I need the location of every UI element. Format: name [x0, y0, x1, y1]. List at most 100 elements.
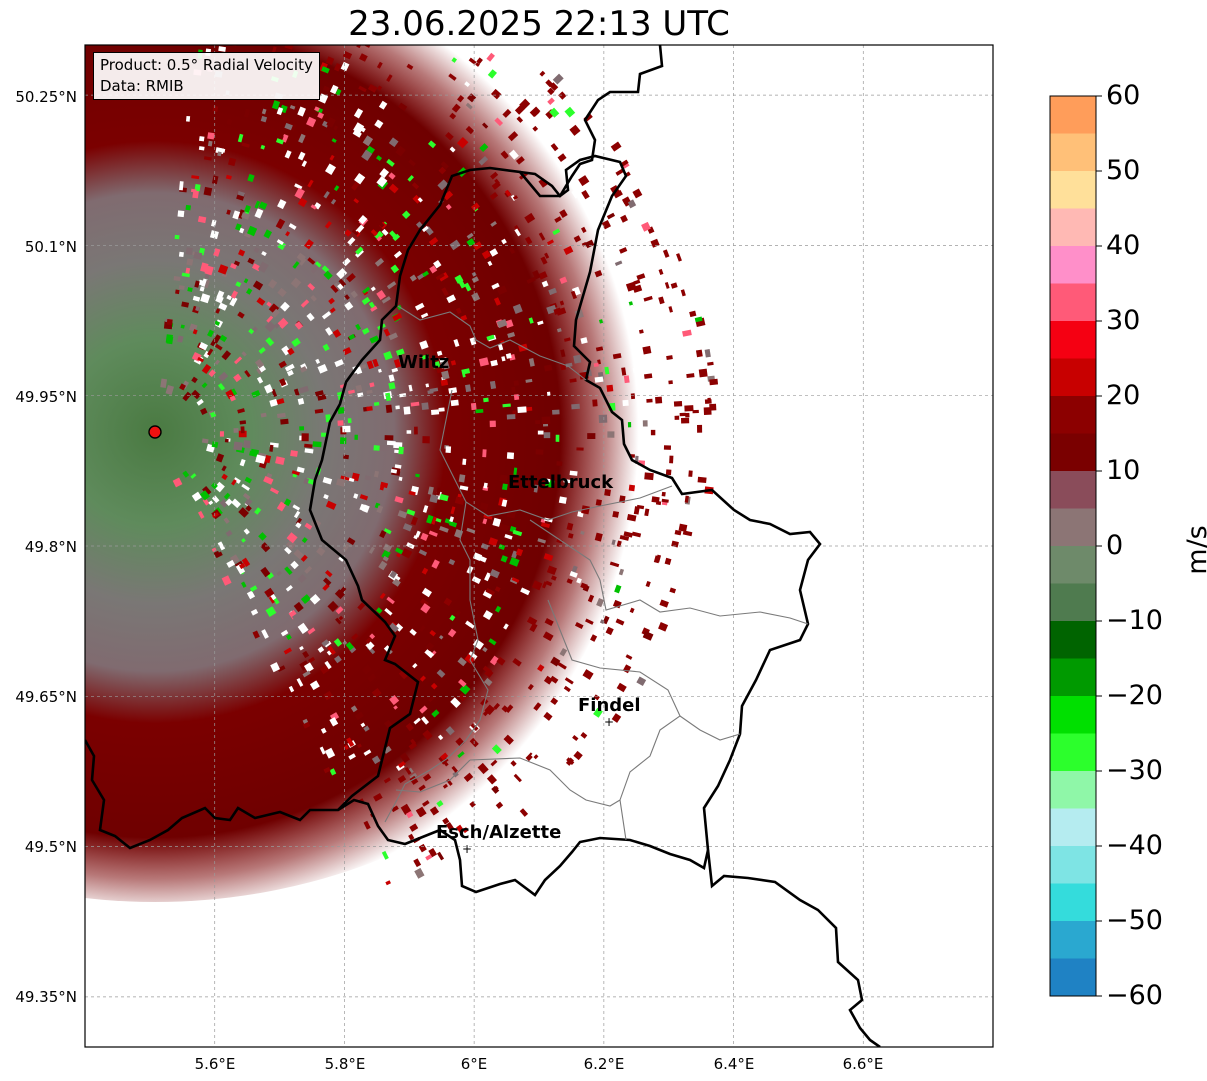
velocity-speckle [413, 858, 422, 868]
velocity-speckle [201, 382, 208, 389]
velocity-speckle [392, 312, 403, 322]
velocity-speckle [337, 420, 344, 426]
velocity-speckle [320, 727, 327, 734]
velocity-speckle [569, 570, 578, 578]
velocity-speckle [226, 559, 236, 568]
velocity-speckle [581, 505, 590, 515]
velocity-speckle [524, 212, 536, 224]
velocity-speckle [261, 108, 267, 115]
velocity-speckle [201, 363, 212, 375]
velocity-speckle [625, 654, 633, 660]
velocity-speckle [301, 160, 308, 168]
velocity-speckle [355, 384, 363, 393]
velocity-speckle [321, 120, 329, 128]
colorbar-tick-label: 30 [1106, 305, 1141, 336]
velocity-speckle [456, 136, 469, 149]
velocity-speckle [409, 775, 419, 785]
velocity-speckle [197, 510, 205, 519]
velocity-speckle [388, 382, 396, 390]
velocity-speckle [226, 294, 232, 301]
velocity-speckle [371, 755, 381, 765]
velocity-speckle [425, 854, 433, 861]
velocity-speckle [208, 369, 216, 378]
velocity-speckle [207, 329, 215, 338]
velocity-speckle [482, 590, 493, 599]
velocity-speckle [322, 85, 330, 93]
velocity-speckle [264, 454, 272, 464]
velocity-speckle [264, 384, 274, 394]
velocity-speckle [517, 406, 527, 413]
velocity-speckle [443, 597, 453, 607]
velocity-speckle [193, 251, 203, 260]
velocity-speckle [573, 235, 582, 243]
velocity-speckle [482, 518, 488, 525]
velocity-speckle [482, 646, 488, 653]
velocity-speckle [385, 880, 391, 886]
velocity-speckle [550, 697, 559, 706]
velocity-speckle [276, 107, 284, 116]
velocity-speckle [202, 498, 210, 506]
velocity-speckle [513, 773, 522, 783]
velocity-speckle [304, 443, 313, 448]
velocity-speckle [386, 74, 393, 82]
city-label-wiltz: Wiltz [398, 352, 449, 373]
velocity-speckle [329, 154, 335, 161]
velocity-speckle [504, 533, 513, 540]
velocity-speckle [315, 358, 321, 364]
city-label-ettelbruck: Ettelbruck [508, 472, 614, 493]
velocity-speckle [606, 212, 616, 220]
velocity-speckle [353, 198, 360, 204]
velocity-speckle [285, 585, 293, 592]
velocity-speckle [512, 303, 523, 314]
velocity-speckle [249, 585, 258, 592]
velocity-speckle [422, 436, 430, 444]
velocity-speckle [425, 540, 435, 551]
lat-tick-label: 49.95°N [15, 388, 77, 406]
velocity-speckle [325, 327, 333, 336]
colorbar-tick-label: 40 [1106, 230, 1141, 261]
velocity-speckle [312, 441, 322, 448]
velocity-speckle [342, 257, 351, 267]
velocity-speckle [567, 533, 574, 539]
velocity-speckle [362, 504, 370, 513]
velocity-speckle [486, 774, 498, 785]
velocity-speckle [443, 190, 454, 201]
velocity-speckle [436, 851, 445, 861]
velocity-speckle [433, 259, 442, 269]
velocity-speckle [538, 232, 546, 241]
velocity-speckle [694, 316, 703, 323]
velocity-speckle [241, 212, 250, 220]
lat-tick-label: 49.5°N [25, 838, 77, 856]
velocity-speckle [229, 296, 238, 307]
velocity-speckle [456, 824, 465, 834]
velocity-speckle [373, 401, 380, 406]
velocity-speckle [224, 438, 229, 443]
velocity-speckle [421, 587, 432, 598]
velocity-speckle [644, 472, 654, 481]
velocity-speckle [227, 157, 237, 167]
velocity-speckle [309, 593, 321, 605]
velocity-speckle [515, 548, 524, 557]
velocity-speckle [566, 757, 575, 766]
velocity-speckle [218, 302, 228, 311]
velocity-speckle [221, 473, 228, 481]
velocity-speckle [594, 532, 603, 542]
velocity-speckle [674, 529, 682, 536]
velocity-speckle [269, 398, 278, 407]
velocity-speckle [386, 281, 397, 290]
velocity-speckle [338, 615, 344, 621]
velocity-speckle [545, 580, 553, 587]
velocity-speckle [225, 174, 232, 180]
velocity-speckle [631, 531, 642, 538]
velocity-speckle [264, 587, 275, 598]
velocity-speckle [563, 478, 571, 484]
velocity-speckle [191, 376, 198, 384]
velocity-speckle [172, 477, 183, 488]
velocity-speckle [415, 530, 421, 538]
velocity-speckle [181, 272, 190, 278]
velocity-speckle [214, 481, 225, 493]
velocity-speckle [547, 97, 555, 105]
velocity-speckle [266, 315, 274, 323]
velocity-speckle [543, 675, 553, 685]
velocity-speckle [397, 775, 407, 784]
